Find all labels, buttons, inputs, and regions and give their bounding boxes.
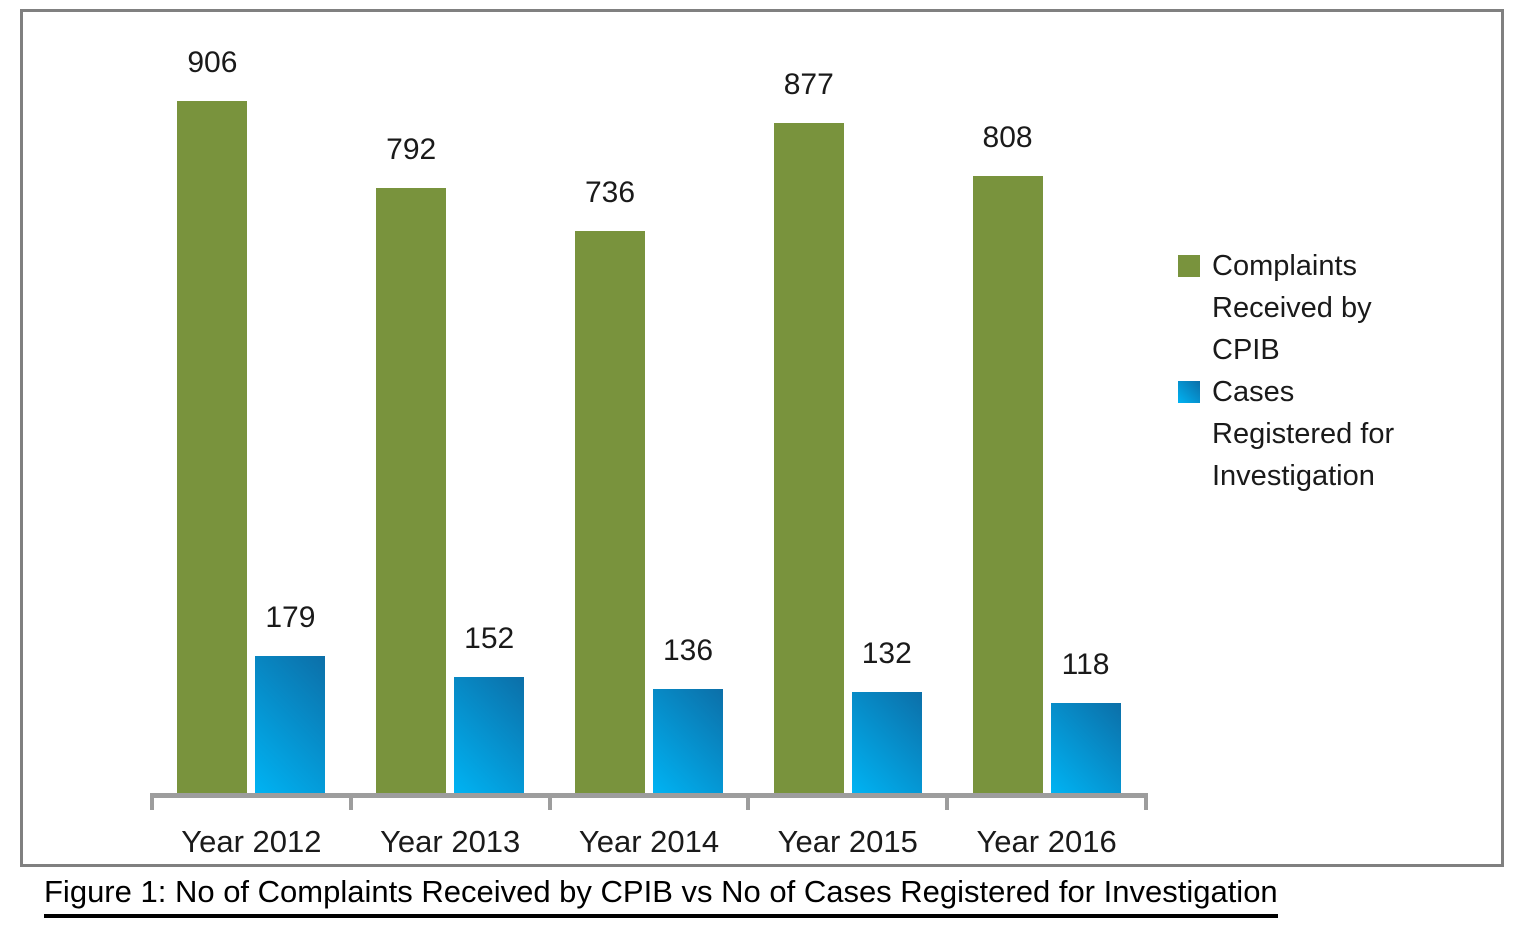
- bar-cases: [255, 656, 326, 793]
- bar-value-label: 877: [783, 68, 834, 101]
- bar-complaints: [376, 188, 447, 793]
- bar-cases: [652, 689, 723, 793]
- bar-group-complaints: 792: [376, 133, 447, 793]
- legend-label-cases: Cases Registered for Investigation: [1212, 376, 1395, 492]
- chart-container: 906 179 792 152 736 136 877 132 808 118 Year 2012…: [20, 9, 1504, 867]
- x-axis-tick-label: Year 2012: [181, 824, 322, 859]
- bar-cases: [851, 692, 922, 793]
- bar-value-label: 136: [662, 634, 714, 667]
- x-axis: [150, 793, 1148, 810]
- x-axis-tick: [1144, 793, 1148, 810]
- bar-group-cases: 118: [1050, 648, 1121, 793]
- bar-group-complaints: 906: [177, 46, 248, 793]
- legend-swatch-cases-icon: [1178, 381, 1200, 403]
- x-axis-tick-label: Year 2016: [976, 824, 1117, 859]
- x-axis-tick: [945, 793, 950, 810]
- x-axis-tick: [348, 793, 353, 810]
- bar-group-cases: 152: [454, 622, 525, 793]
- bar-group-complaints: 736: [574, 176, 645, 793]
- x-axis-labels: Year 2012 Year 2013 Year 2014 Year 2015 Year…: [152, 824, 1146, 860]
- bar-value-label: 179: [265, 601, 316, 634]
- legend-item-cases: Cases Registered for Investigation: [1178, 371, 1448, 497]
- category-group: 792 152: [351, 41, 550, 793]
- bar-group-complaints: 808: [972, 121, 1043, 793]
- category-group: 877 132: [748, 41, 947, 793]
- bar-group-complaints: 877: [773, 68, 844, 793]
- bar-complaints: [773, 123, 844, 793]
- legend-item-complaints: Complaints Received by CPIB: [1178, 245, 1448, 371]
- bar-complaints: [574, 231, 645, 793]
- bar-value-label: 808: [982, 121, 1033, 154]
- category-group: 906 179: [152, 41, 351, 793]
- bar-value-label: 132: [861, 637, 912, 670]
- bar-value-label: 736: [584, 176, 636, 209]
- x-axis-tick: [547, 793, 552, 810]
- legend-swatch-complaints-icon: [1178, 255, 1200, 277]
- x-axis-tick: [746, 793, 751, 810]
- legend: Complaints Received by CPIB Cases Regist…: [1178, 245, 1448, 497]
- bar-cases: [1050, 703, 1121, 793]
- bar-value-label: 906: [187, 46, 238, 79]
- legend-label-complaints: Complaints Received by CPIB: [1212, 250, 1372, 366]
- figure-caption: Figure 1: No of Complaints Received by C…: [44, 874, 1278, 918]
- bar-value-label: 792: [386, 133, 437, 166]
- bar-group-cases: 132: [851, 637, 922, 793]
- bar-cases: [454, 677, 525, 793]
- bar-group-cases: 136: [652, 634, 723, 793]
- x-axis-line: [150, 793, 1148, 798]
- x-axis-tick-label: Year 2013: [380, 824, 521, 859]
- category-group: 808 118: [947, 41, 1146, 793]
- x-axis-tick-label: Year 2014: [578, 824, 720, 859]
- bar-complaints: [177, 101, 248, 793]
- bar-value-label: 152: [464, 622, 515, 655]
- plot-area: 906 179 792 152 736 136 877 132 808 118: [152, 41, 1146, 793]
- category-group: 736 136: [550, 41, 749, 793]
- bar-group-cases: 179: [255, 601, 326, 793]
- bar-value-label: 118: [1061, 648, 1110, 681]
- x-axis-tick: [150, 793, 154, 810]
- x-axis-tick-label: Year 2015: [777, 824, 918, 859]
- bar-complaints: [972, 176, 1043, 793]
